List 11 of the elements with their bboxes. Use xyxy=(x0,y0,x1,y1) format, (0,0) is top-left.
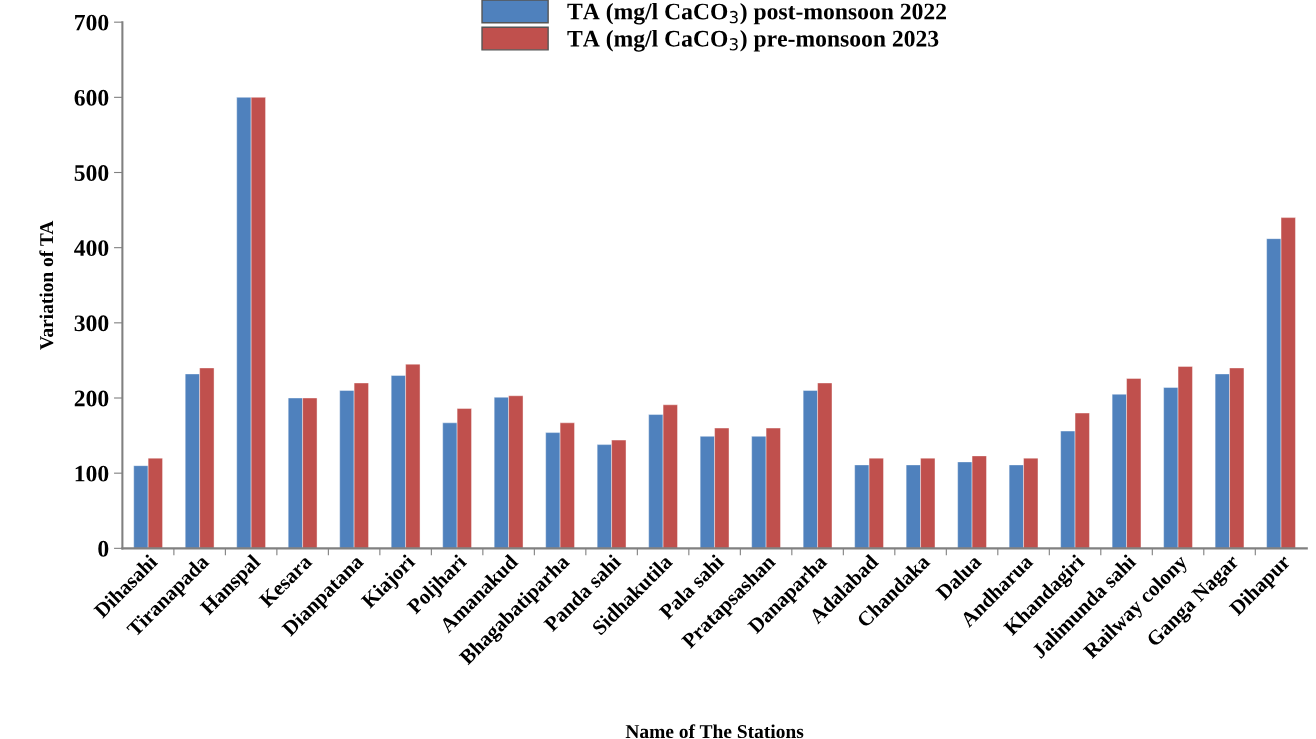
x-axis-title: Name of The Stations xyxy=(625,724,804,739)
y-tick-label: 400 xyxy=(74,240,109,257)
y-tick-label: 600 xyxy=(74,89,109,106)
y-tick-label: 500 xyxy=(74,164,109,181)
legend-label: TA (mg/l CaCO$_{3}$) post-monsoon 2022 xyxy=(567,2,946,25)
y-tick-label: 100 xyxy=(75,465,109,482)
legend-label: TA (mg/l CaCO$_{3}$) pre-monsoon 2023 xyxy=(567,30,939,52)
y-tick-label: 200 xyxy=(74,390,109,407)
y-tick-label: 300 xyxy=(74,315,109,332)
y-axis-title: Variation of TA xyxy=(39,220,54,350)
y-tick-label: 700 xyxy=(75,14,109,31)
